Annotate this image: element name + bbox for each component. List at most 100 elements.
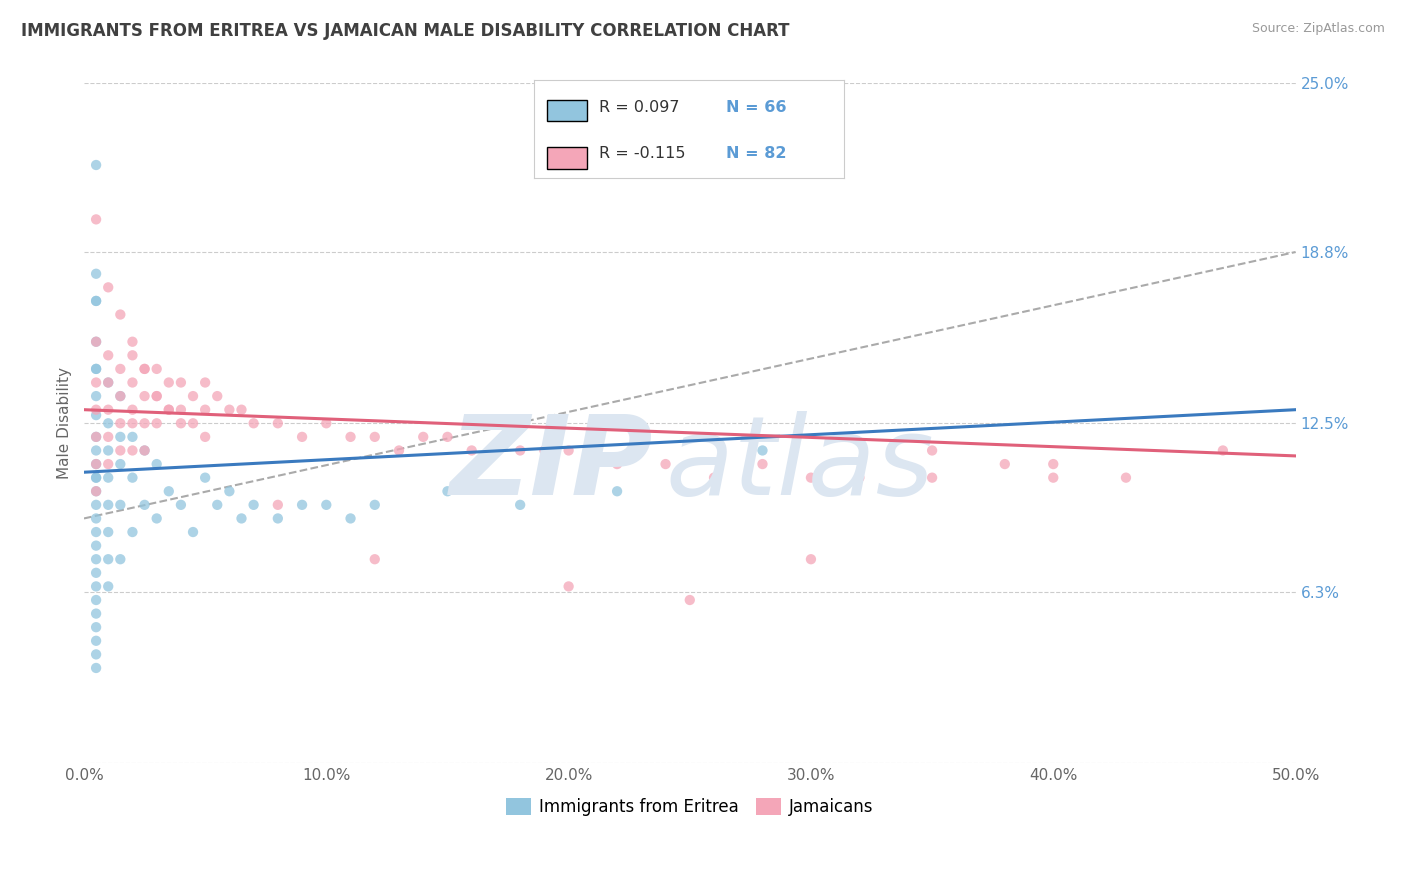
Point [84, 511, 107, 525]
Point [97, 498, 120, 512]
Point [1042, 470, 1064, 484]
Point [84, 524, 107, 539]
Point [242, 498, 264, 512]
Point [84, 539, 107, 553]
Point [145, 417, 167, 431]
Point [97, 376, 120, 390]
Point [121, 402, 143, 417]
Point [145, 511, 167, 525]
Point [364, 498, 387, 512]
Point [134, 443, 156, 458]
Point [97, 430, 120, 444]
Point [157, 402, 180, 417]
Point [121, 376, 143, 390]
Point [194, 430, 217, 444]
Point [121, 417, 143, 431]
Point [134, 443, 156, 458]
Point [485, 443, 508, 458]
Text: N = 66: N = 66 [725, 100, 786, 115]
Point [364, 552, 387, 566]
Point [84, 498, 107, 512]
Point [110, 389, 132, 403]
Point [97, 457, 120, 471]
Point [97, 579, 120, 593]
Text: N = 82: N = 82 [725, 146, 786, 161]
Text: IMMIGRANTS FROM ERITREA VS JAMAICAN MALE DISABILITY CORRELATION CHART: IMMIGRANTS FROM ERITREA VS JAMAICAN MALE… [21, 22, 790, 40]
Point [84, 566, 107, 580]
Point [218, 402, 240, 417]
Point [218, 484, 240, 499]
Point [84, 457, 107, 471]
Point [436, 430, 458, 444]
Point [84, 579, 107, 593]
Point [157, 376, 180, 390]
Point [121, 348, 143, 362]
Text: atlas: atlas [665, 410, 934, 517]
Point [679, 593, 702, 607]
Point [654, 457, 676, 471]
Point [170, 376, 193, 390]
Point [97, 376, 120, 390]
Point [145, 362, 167, 376]
Text: Source: ZipAtlas.com: Source: ZipAtlas.com [1251, 22, 1385, 36]
Point [84, 362, 107, 376]
Point [267, 498, 290, 512]
Point [267, 417, 290, 431]
Point [751, 443, 773, 458]
Point [703, 470, 725, 484]
Point [557, 579, 579, 593]
Point [267, 511, 290, 525]
Point [134, 498, 156, 512]
Point [231, 511, 253, 525]
Point [170, 402, 193, 417]
Point [315, 417, 337, 431]
Point [84, 334, 107, 349]
Point [84, 607, 107, 621]
Point [460, 443, 482, 458]
Point [84, 457, 107, 471]
Point [84, 620, 107, 634]
Legend: Immigrants from Eritrea, Jamaicans: Immigrants from Eritrea, Jamaicans [499, 791, 880, 822]
Point [157, 402, 180, 417]
Point [315, 498, 337, 512]
Point [110, 389, 132, 403]
Point [848, 470, 870, 484]
Point [84, 633, 107, 648]
Point [921, 470, 943, 484]
Point [84, 293, 107, 308]
Point [388, 443, 411, 458]
Point [291, 498, 314, 512]
Point [181, 524, 204, 539]
Point [364, 430, 387, 444]
Point [84, 552, 107, 566]
Point [97, 280, 120, 294]
Point [84, 484, 107, 499]
Point [207, 498, 229, 512]
Point [339, 511, 361, 525]
Point [84, 408, 107, 422]
Point [339, 430, 361, 444]
Point [97, 417, 120, 431]
Text: ZIP: ZIP [450, 410, 654, 517]
Point [97, 402, 120, 417]
Text: R = 0.097: R = 0.097 [599, 100, 679, 115]
Point [412, 430, 434, 444]
Point [436, 484, 458, 499]
Point [181, 389, 204, 403]
Y-axis label: Male Disability: Male Disability [58, 368, 72, 479]
Point [1212, 443, 1234, 458]
Point [509, 443, 531, 458]
Point [97, 443, 120, 458]
Point [207, 389, 229, 403]
Point [97, 348, 120, 362]
Point [121, 470, 143, 484]
FancyBboxPatch shape [547, 147, 586, 169]
Point [84, 334, 107, 349]
Point [533, 443, 555, 458]
FancyBboxPatch shape [547, 100, 586, 121]
Point [84, 430, 107, 444]
Point [921, 443, 943, 458]
Point [84, 362, 107, 376]
Point [84, 470, 107, 484]
Point [194, 402, 217, 417]
